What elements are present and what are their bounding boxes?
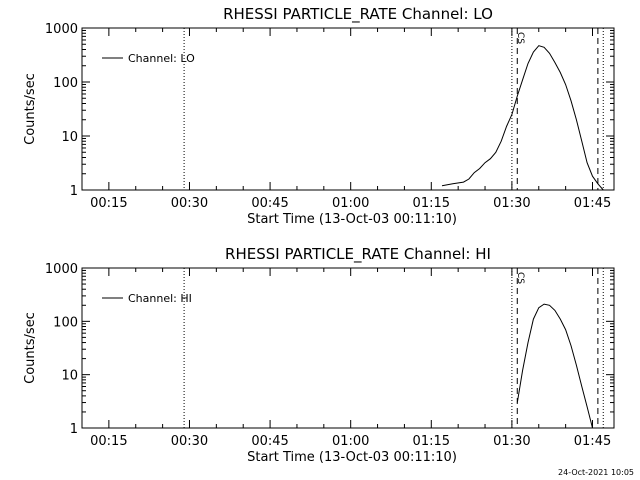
x-tick-label: 01:45	[574, 196, 611, 211]
y-tick-label: 1000	[45, 262, 78, 277]
chart-title: RHESSI PARTICLE_RATE Channel: HI	[225, 245, 491, 264]
x-tick-label: 00:45	[251, 196, 288, 211]
x-tick-label: 01:30	[493, 434, 530, 449]
y-tick-label: 1	[70, 184, 78, 199]
x-tick-label: 01:15	[413, 196, 450, 211]
x-tick-label: 01:15	[413, 434, 450, 449]
x-tick-label: 00:30	[171, 196, 208, 211]
y-axis-label: Counts/sec	[23, 73, 38, 145]
series-line	[516, 303, 593, 429]
cs-annotation: CS	[515, 272, 525, 284]
generation-timestamp: 24-Oct-2021 10:05	[558, 468, 634, 477]
y-tick-label: 100	[53, 76, 78, 91]
chart-title: RHESSI PARTICLE_RATE Channel: LO	[223, 5, 493, 24]
x-tick-label: 01:00	[332, 196, 369, 211]
x-axis-label: Start Time (13-Oct-03 00:11:10)	[247, 450, 457, 465]
y-tick-label: 1000	[45, 22, 78, 37]
y-tick-label: 100	[53, 315, 78, 330]
x-tick-label: 01:45	[574, 434, 611, 449]
y-tick-label: 10	[61, 369, 78, 384]
x-tick-label: 00:15	[90, 434, 127, 449]
x-tick-label: 01:00	[332, 434, 369, 449]
plot-frame	[81, 27, 615, 191]
y-axis-label: Counts/sec	[23, 312, 38, 384]
y-tick-label: 1	[70, 422, 78, 437]
y-tick-label: 10	[61, 130, 78, 145]
x-axis-label: Start Time (13-Oct-03 00:11:10)	[247, 212, 457, 227]
chart-panel-hi: RHESSI PARTICLE_RATE Channel: HI 1 10 100 10…	[23, 245, 615, 465]
series-line	[441, 45, 604, 191]
plot-frame	[81, 267, 615, 429]
legend-label: Channel: LO	[128, 52, 195, 65]
x-tick-label: 00:45	[251, 434, 288, 449]
x-tick-label: 00:15	[90, 196, 127, 211]
cs-annotation: CS	[515, 32, 525, 44]
x-tick-label: 01:30	[493, 196, 530, 211]
chart-panel-lo: RHESSI PARTICLE_RATE Channel: LO 1 10 100 10…	[23, 5, 615, 227]
legend-label: Channel: HI	[128, 292, 192, 305]
x-tick-label: 00:30	[171, 434, 208, 449]
